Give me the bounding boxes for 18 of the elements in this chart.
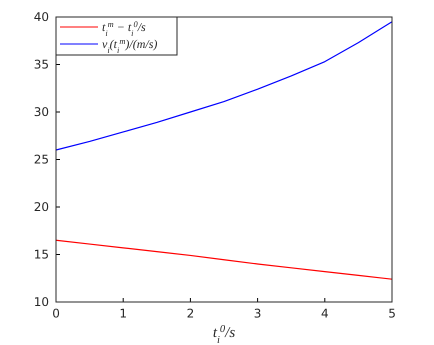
x-tick-label: 2 (186, 306, 194, 321)
y-tick-label: 15 (34, 247, 49, 262)
y-tick-label: 10 (34, 294, 49, 309)
line-series (55, 21, 393, 151)
y-tick-label: 35 (34, 57, 49, 72)
legend-label: t$_{i}$$^{m}$ − t$_{i}$$^{0}$/s (102, 20, 146, 38)
legend-label: v$_{i}$(t$_{i}$$^{m}$)/(m/s) (102, 36, 158, 54)
x-tick-label: 4 (320, 306, 329, 321)
x-axis-title: t$_{i}$$^{0}$/s (212, 324, 236, 345)
y-tick-label: 25 (34, 152, 49, 166)
line-series (55, 240, 393, 280)
y-tick-label: 30 (34, 104, 49, 119)
x-tick-label: 0 (52, 306, 60, 321)
x-tick-label: 1 (119, 306, 128, 321)
x-tick-label: 3 (254, 306, 262, 321)
y-tick-label: 40 (34, 10, 49, 24)
y-tick-label: 20 (34, 200, 49, 214)
x-tick-label: 5 (388, 306, 396, 321)
